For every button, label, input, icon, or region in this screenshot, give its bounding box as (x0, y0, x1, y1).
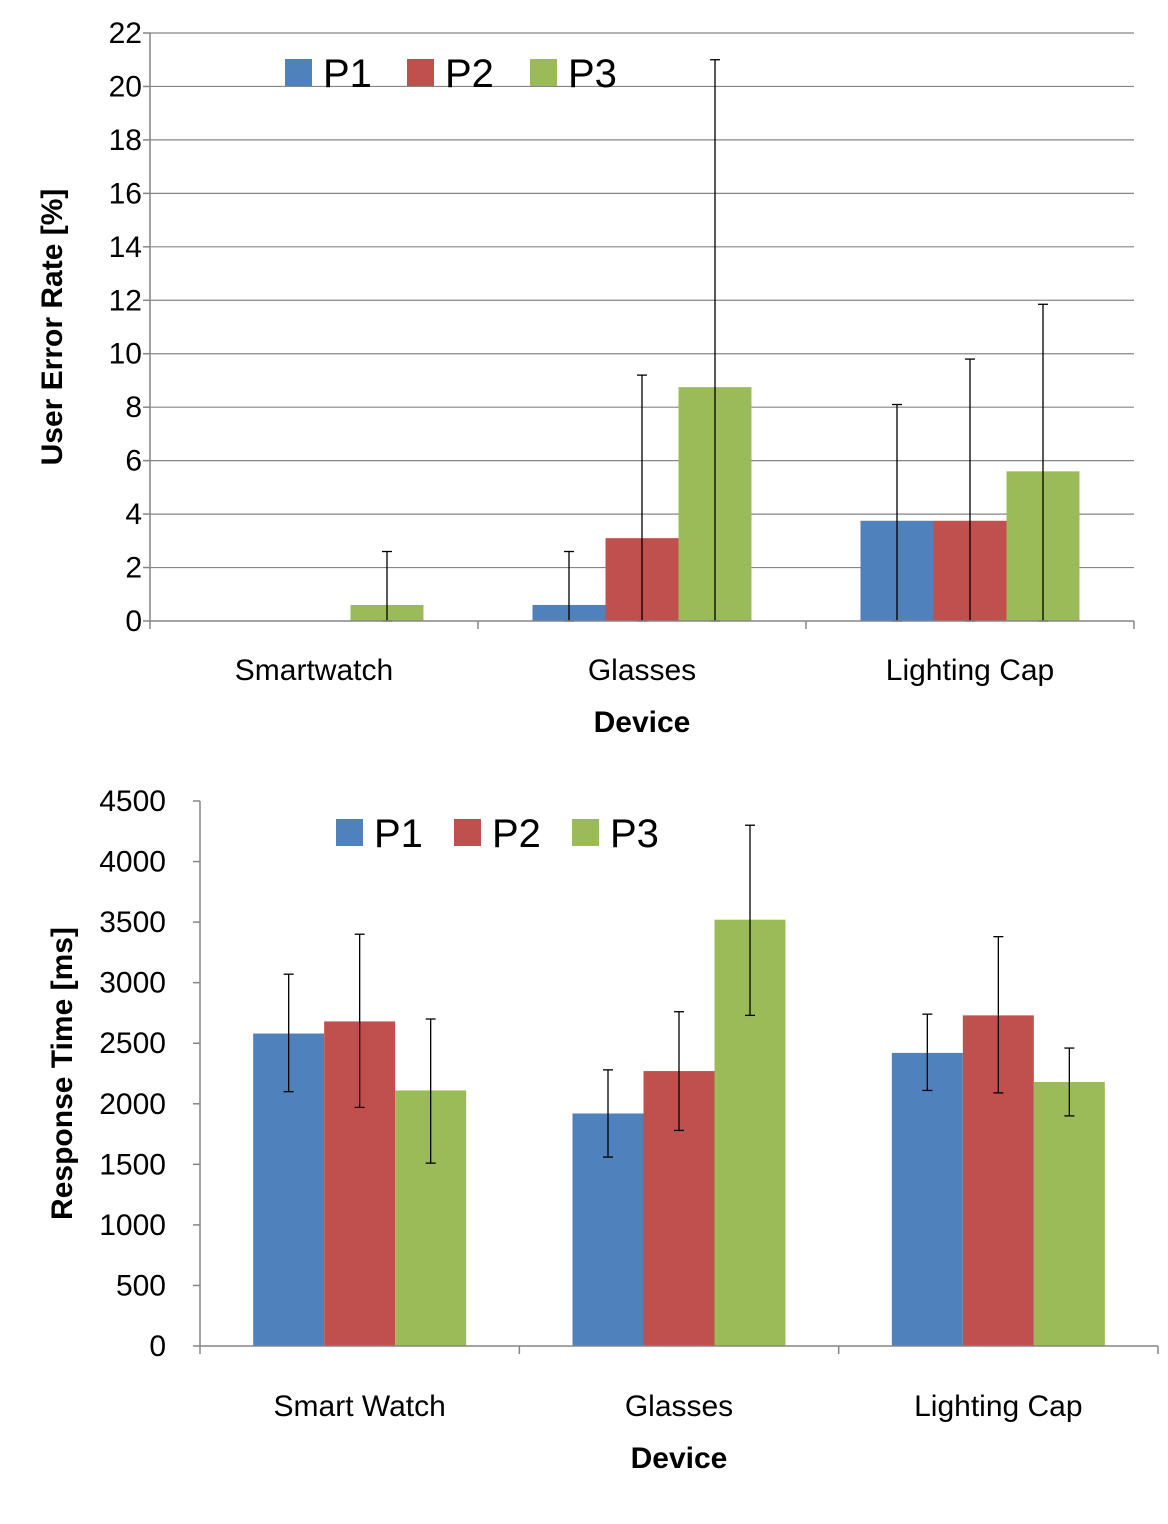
chart-user-error-rate: 0 2 4 6 8 10 12 14 16 18 20 22 Smartwatch Glasses Ligh… (36, 17, 1135, 739)
legend-swatch-p1 (285, 59, 312, 86)
bar-p3-lighting-cap (1033, 1081, 1105, 1346)
x-axis-title: Device (631, 1442, 728, 1475)
y-tick-label: 16 (109, 177, 142, 210)
x-category-label: Glasses (588, 654, 696, 687)
x-category-label: Lighting Cap (886, 654, 1054, 687)
x-category-label: Smart Watch (274, 1390, 446, 1423)
y-tick-label: 6 (125, 445, 142, 478)
legend-label-p1: P1 (323, 52, 372, 96)
legend-swatch-p2 (454, 819, 481, 846)
legend-swatch-p3 (572, 819, 599, 846)
legend-swatch-p3 (530, 59, 557, 86)
y-tick-label: 0 (149, 1330, 166, 1363)
y-tick-label: 3000 (99, 967, 166, 1000)
y-tick-label: 4 (125, 498, 142, 531)
y-tick-label: 2500 (99, 1027, 166, 1060)
y-tick-label: 0 (125, 605, 142, 638)
x-category-label: Glasses (625, 1390, 733, 1423)
y-tick-label: 1000 (99, 1209, 166, 1242)
y-tick-label: 2 (125, 552, 142, 585)
y-tick-label: 20 (109, 70, 142, 103)
legend-label-p3: P3 (568, 52, 617, 96)
y-tick-label: 10 (109, 338, 142, 371)
y-tick-label: 2000 (99, 1088, 166, 1121)
y-tick-label: 18 (109, 124, 142, 157)
y-tick-label: 4500 (99, 785, 166, 818)
y-tick-label: 8 (125, 391, 142, 424)
y-tick-label: 500 (116, 1269, 166, 1302)
y-tick-label: 3500 (99, 906, 166, 939)
x-axis-title: Device (594, 706, 691, 739)
legend-swatch-p1 (336, 819, 363, 846)
x-category-label: Smartwatch (235, 654, 393, 687)
legend-label-p2: P2 (492, 812, 541, 856)
y-axis-title: User Error Rate [%] (36, 189, 69, 466)
y-tick-label: 22 (109, 17, 142, 50)
x-category-label: Lighting Cap (914, 1390, 1082, 1423)
y-axis-title: Response Time [ms] (46, 927, 79, 1220)
y-tick-label: 14 (109, 231, 142, 264)
y-tick-label: 12 (109, 284, 142, 317)
legend-label-p2: P2 (445, 52, 494, 96)
legend-label-p1: P1 (374, 812, 423, 856)
legend-label-p3: P3 (610, 812, 659, 856)
chart-response-time: 0 500 1000 1500 2000 2500 3000 3500 4000 4500 Smar… (46, 785, 1159, 1475)
legend-swatch-p2 (407, 59, 434, 86)
y-tick-label: 4000 (99, 846, 166, 879)
bar-p1-lighting-cap (891, 1052, 963, 1346)
y-tick-label: 1500 (99, 1148, 166, 1181)
